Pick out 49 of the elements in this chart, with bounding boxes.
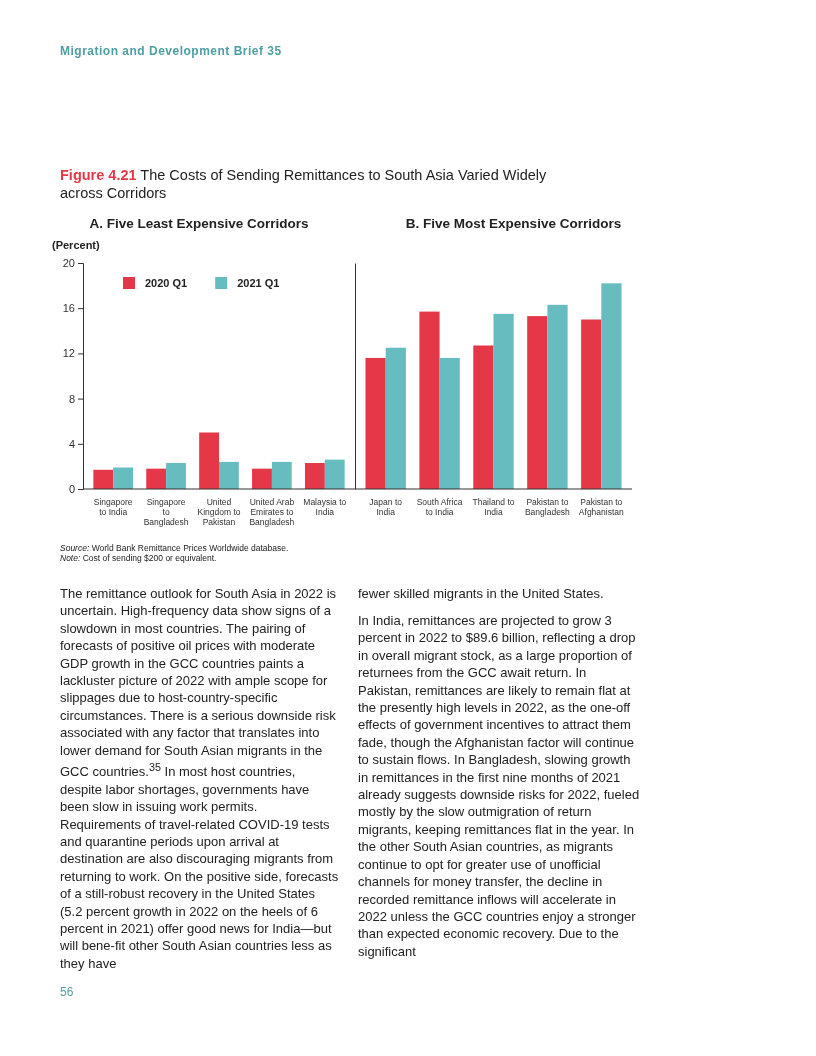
bar [304,463,325,489]
caption: Figure 4.21 The Costs of Sending Remittances to South Asia Varied Widely across Corridors [60,167,547,201]
bar [252,468,272,489]
bar [493,313,514,489]
text: fewer skilled migrants in the United States. [358,585,605,603]
x-tick-label: United Arab Emirates to Bangladesh [249,497,295,528]
source-note: Source: World Bank Remittance Prices Worldwide database. [60,543,289,553]
bar [473,345,494,489]
x-tick-label: United Kingdom to Pakistan [197,497,241,528]
text: Note: Cost of sending $200 or equivalent. [60,553,217,563]
bar [271,461,292,489]
text: In India, remittances are projected to grow 3 percent in 2022 to $89.6 billion, reflecting a drop in overall migrant stock, as a large proportion of returnees from the GCC await return. In Pakistan, remittances are likely to remain flat at the presently high levels in 2022, as the one-off effects of government incentives to attract them fade, though the Afghanistan factor will continue to sustain flows. In Bangladesh, slowing growth in remittances in the first nine months of 2021 already suggests downside risks for 2022, fueled mostly by the slow outmigration of return migrants, keeping remittances flat in the year. In the other South Asian countries, as migrants continue to opt for greater use of unofficial channels for money transfer, the decline in recorded remittance inflows will accelerate in 2022 unless the GCC countries enjoy a stronger than expected economic recovery. Due to the significant [358,613,640,959]
text: Migration and Development Brief 35 [60,44,283,58]
bar [93,469,114,489]
bar [439,357,460,489]
text: 56 [60,985,75,999]
chart-title: A. Five Least Expensive Corridors [89,216,309,231]
bar [385,347,406,489]
text: The remittance outlook for South Asia in 2022 is uncertain. High-frequency data show signs of a slowdown in most countries. The pairing of forecasts of positive oil prices with moderate GDP growth in the GCC countries paints a lackluster picture of 2022 with ample scope for slippages due to host-country-specific circumstances. There is a serious downside risk associated with any factor that translates into lower demand for South Asian migrants in the GCC countries.$^{35}$ In most host countries, despite labor shortages, governments have been slow in issuing work permits. Requirements of travel-related COVID-19 tests and quarantine periods upon arrival at destination are also discouraging migrants from returning to work. On the positive side, forecasts of a still-robust recovery in the United States (5.2 percent growth in 2022 on the heels of 6 percent in 2021) offer good news for India—but will bene-fit other South Asian countries less as they have [60,586,339,971]
bar [199,432,219,489]
chart-title: B. Five Most Expensive Corridors [405,216,622,231]
legend-label: 2021 Q1 [237,277,280,289]
x-tick-label: Pakistan to Bangladesh [524,497,571,518]
bar [581,319,602,489]
x-tick-label: South Africa to India [416,497,463,518]
bar [527,316,548,489]
y-tick-label: 16 [62,302,75,315]
bar [324,459,345,489]
bar [419,311,440,489]
x-tick-label: Pakistan to Afghanistan [578,497,625,518]
bar [219,461,239,489]
bar [365,357,386,489]
y-axis-title: (Percent) [52,239,101,251]
bar [113,467,134,489]
legend-label: 2020 Q1 [145,277,188,289]
y-tick-label: 0 [68,483,75,496]
y-tick-label: 8 [68,392,75,405]
bar [146,468,167,489]
x-tick-label: Singapore to India [93,497,133,518]
x-tick-label: Japan to India [369,497,403,518]
y-tick-label: 20 [62,257,75,270]
x-tick-label: Singapore to Bangladesh [143,497,189,528]
x-tick-label: Thailand to India [472,497,515,518]
bar [166,463,186,489]
x-tick-label: Malaysia to India [303,497,347,518]
y-tick-label: 12 [62,347,75,360]
bar [601,283,622,489]
bar [547,304,568,489]
y-tick-label: 4 [68,437,75,450]
